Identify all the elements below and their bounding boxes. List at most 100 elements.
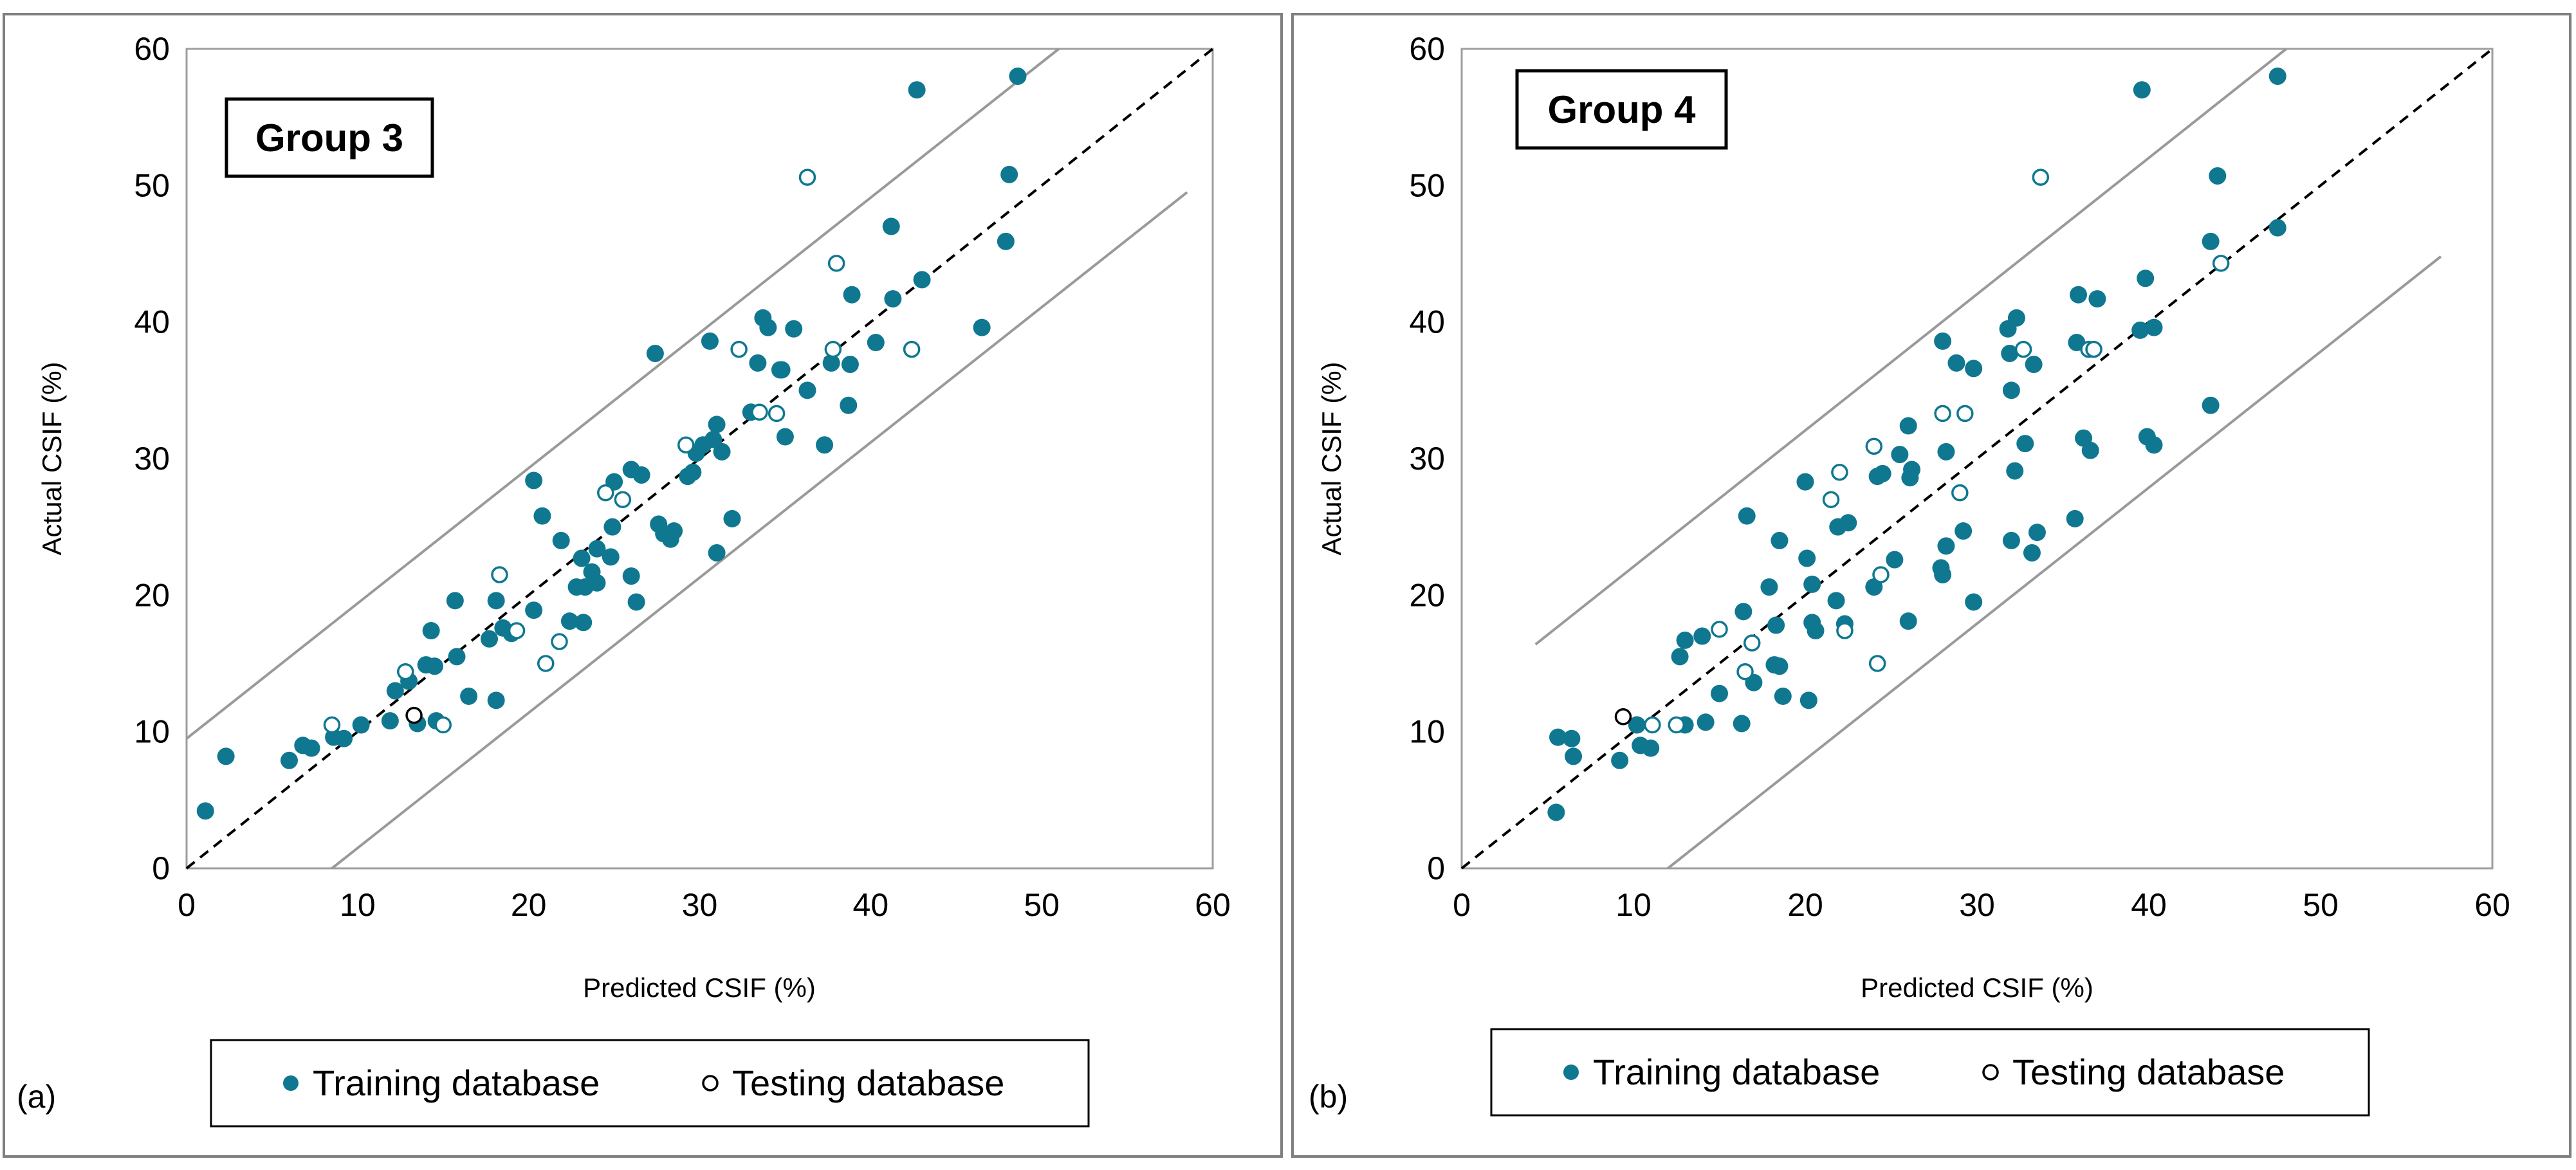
training-point (1738, 507, 1756, 525)
testing-point (798, 169, 816, 186)
bound-line (185, 48, 1060, 740)
y-tick-label: 40 (1409, 304, 1445, 340)
training-point (1807, 622, 1825, 640)
testing-point (405, 706, 423, 724)
training-point (841, 355, 859, 373)
training-point (588, 540, 606, 558)
testing-point (1872, 566, 1890, 583)
training-point (2202, 232, 2220, 250)
training-point (2016, 435, 2034, 453)
training-point (771, 361, 789, 379)
testing-point (1868, 655, 1886, 672)
training-point (603, 518, 621, 536)
panel-a: 0 10 20 30 40 50 60 0 10 20 30 40 50 60 Predicted CSIF… (3, 13, 1283, 1158)
training-point (997, 232, 1015, 250)
testing-point (491, 566, 508, 583)
testing-point (824, 340, 842, 358)
training-point (1760, 578, 1778, 596)
legend-box (210, 1039, 1090, 1128)
training-point (913, 271, 931, 289)
testing-point (1822, 491, 1840, 508)
training-point (1839, 514, 1857, 532)
testing-point (2014, 340, 2032, 358)
training-point (2209, 167, 2227, 185)
training-point (196, 802, 214, 820)
training-point (1798, 549, 1816, 567)
x-tick-label: 10 (1615, 887, 1651, 923)
training-point (1563, 729, 1581, 747)
y-tick-label: 10 (134, 714, 170, 750)
training-point (1547, 803, 1565, 821)
training-point (723, 509, 741, 527)
bound-line (1534, 48, 2287, 646)
training-point (646, 345, 664, 363)
x-axis-title: Predicted CSIF (%) (583, 973, 816, 1003)
training-point (1934, 565, 1952, 583)
y-tick-label: 30 (134, 441, 170, 477)
legend-testing-marker (702, 1075, 719, 1092)
training-point (2028, 524, 2046, 542)
training-point (2002, 381, 2020, 399)
x-tick-label: 60 (1195, 887, 1231, 923)
training-point (776, 428, 794, 446)
training-point (1676, 631, 1694, 649)
training-point (588, 574, 606, 592)
training-point (1891, 446, 1909, 464)
y-tick-label: 30 (1409, 441, 1445, 477)
training-point (1711, 684, 1728, 702)
training-point (2133, 81, 2151, 99)
training-point (552, 531, 570, 549)
training-point (759, 318, 777, 336)
training-point (2007, 309, 2025, 327)
training-point (2025, 355, 2043, 373)
training-point (1873, 464, 1891, 482)
testing-point (1951, 484, 1969, 502)
y-tick-label: 0 (152, 850, 170, 886)
x-axis-title: Predicted CSIF (%) (1861, 973, 2093, 1003)
training-point (1009, 67, 1027, 85)
training-point (1565, 747, 1583, 765)
training-point (1803, 575, 1821, 593)
x-tick-label: 20 (1787, 887, 1823, 923)
legend-training-label: Training database (1593, 1052, 1880, 1092)
training-point (1671, 648, 1689, 666)
testing-point (1836, 622, 1854, 639)
group-label-box (225, 97, 434, 178)
testing-point (751, 403, 768, 421)
testing-point (768, 405, 786, 423)
panel-b: 0 10 20 30 40 50 60 0 10 20 30 40 50 60 Predicted CSIF… (1291, 13, 2571, 1158)
x-tick-label: 10 (340, 887, 376, 923)
panel-label: (a) (17, 1079, 56, 1115)
training-point (708, 416, 726, 434)
x-tick-label: 40 (853, 887, 889, 923)
training-point (460, 687, 478, 705)
training-point (1947, 354, 1965, 372)
training-point (2268, 67, 2286, 85)
testing-point (730, 340, 748, 358)
training-point (2081, 441, 2099, 459)
testing-point (2085, 340, 2102, 358)
training-point (525, 601, 543, 619)
legend-training-marker (1563, 1065, 1579, 1080)
training-point (1937, 537, 1955, 555)
testing-point (537, 655, 555, 672)
testing-point (597, 484, 614, 502)
testing-point (397, 663, 414, 681)
training-point (2070, 286, 2088, 304)
training-point (481, 630, 499, 648)
training-point (973, 318, 991, 336)
training-point (1899, 417, 1917, 435)
training-point (1611, 751, 1629, 769)
training-point (1697, 713, 1715, 731)
training-point (1965, 593, 1983, 611)
testing-point (551, 633, 568, 650)
training-point (1955, 522, 1973, 540)
training-point (560, 612, 578, 630)
training-point (2001, 345, 2019, 363)
training-point (335, 729, 353, 747)
training-point (2137, 270, 2155, 288)
training-point (533, 507, 551, 525)
y-tick-label: 20 (1409, 577, 1445, 613)
training-point (2088, 290, 2106, 308)
testing-point (2212, 255, 2230, 272)
